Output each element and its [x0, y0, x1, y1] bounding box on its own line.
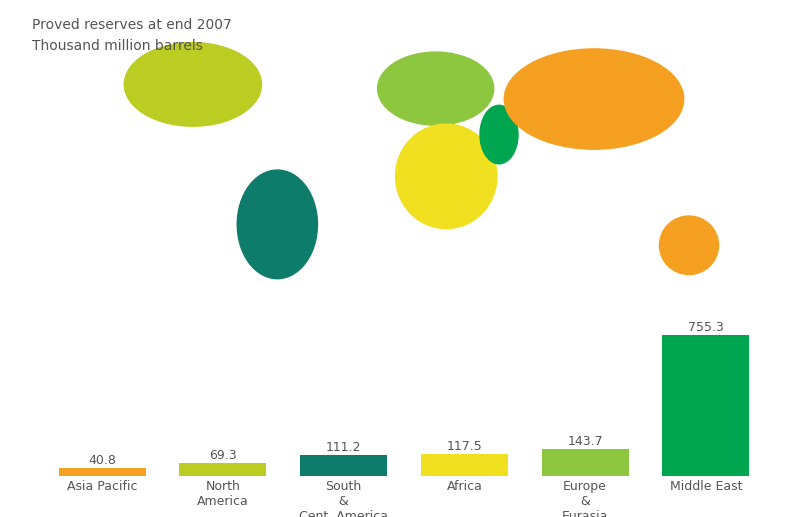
Text: 143.7: 143.7	[567, 435, 603, 448]
Ellipse shape	[659, 216, 718, 275]
Ellipse shape	[238, 170, 318, 279]
Text: 69.3: 69.3	[209, 449, 237, 462]
Text: 40.8: 40.8	[88, 454, 116, 467]
Ellipse shape	[124, 43, 262, 126]
Ellipse shape	[395, 124, 497, 229]
Ellipse shape	[480, 105, 518, 164]
Bar	[179, 463, 266, 476]
Ellipse shape	[378, 52, 494, 125]
Ellipse shape	[504, 49, 684, 149]
Text: 117.5: 117.5	[446, 439, 482, 453]
Bar	[421, 454, 508, 476]
Bar	[58, 468, 146, 476]
Bar	[542, 449, 629, 476]
Bar	[662, 335, 750, 476]
Text: 755.3: 755.3	[688, 321, 724, 334]
Text: Proved reserves at end 2007
Thousand million barrels: Proved reserves at end 2007 Thousand mil…	[32, 19, 231, 53]
Text: 111.2: 111.2	[326, 441, 362, 454]
Bar	[300, 455, 387, 476]
